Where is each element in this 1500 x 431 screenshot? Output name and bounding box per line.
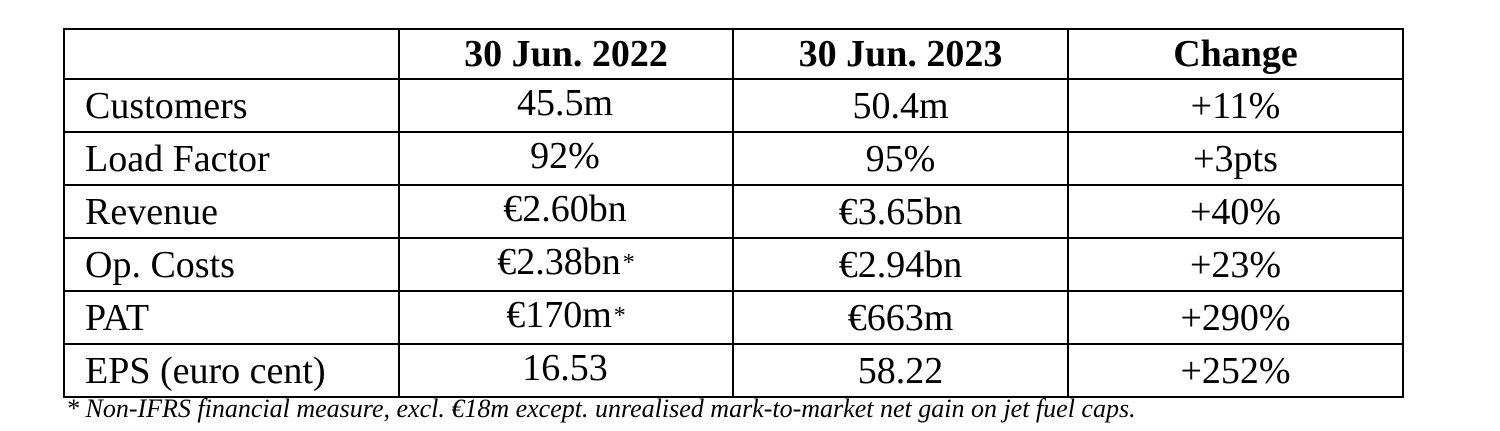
- value-2022: €2.60bn: [503, 188, 627, 230]
- column-header-2022: 30 Jun. 2022: [398, 28, 734, 80]
- value-2023: 58.22: [732, 343, 1069, 398]
- value-2022: 16.53: [522, 347, 608, 389]
- value-2022-cell: 92%: [398, 131, 734, 186]
- table-row: Op. Costs €2.38bn* €2.94bn +23%: [63, 237, 1404, 292]
- change-value: +3pts: [1067, 131, 1404, 186]
- change-value: +40%: [1067, 184, 1404, 239]
- value-2022-cell: €2.60bn: [398, 184, 734, 239]
- value-2023: 95%: [732, 131, 1069, 186]
- metric-label: Revenue: [63, 184, 400, 239]
- footnote-marker: *: [613, 303, 626, 329]
- value-2022: 92%: [530, 135, 600, 177]
- results-table: 30 Jun. 2022 30 Jun. 2023 Change Custome…: [63, 28, 1404, 398]
- metric-label: Op. Costs: [63, 237, 400, 292]
- value-2023: €3.65bn: [732, 184, 1069, 239]
- column-header-2023: 30 Jun. 2023: [732, 28, 1069, 80]
- value-2023: 50.4m: [732, 78, 1069, 133]
- value-2023: €663m: [732, 290, 1069, 345]
- value-2022-cell: €170m*: [398, 290, 734, 345]
- value-2022-cell: 45.5m: [398, 78, 734, 133]
- value-2022: 45.5m: [516, 82, 614, 124]
- change-value: +290%: [1067, 290, 1404, 345]
- table-row: Revenue €2.60bn €3.65bn +40%: [63, 184, 1404, 239]
- value-2022-cell: €2.38bn*: [398, 237, 734, 292]
- footnote: * Non-IFRS financial measure, excl. €18m…: [66, 394, 1136, 423]
- change-value: +11%: [1067, 78, 1404, 133]
- table-header-row: 30 Jun. 2022 30 Jun. 2023 Change: [63, 28, 1404, 80]
- value-2022-cell: 16.53: [398, 343, 734, 398]
- table-row: Customers 45.5m 50.4m +11%: [63, 78, 1404, 133]
- metric-label: EPS (euro cent): [63, 343, 400, 398]
- metric-label: Load Factor: [63, 131, 400, 186]
- column-header-change: Change: [1067, 28, 1404, 80]
- table-row: Load Factor 92% 95% +3pts: [63, 131, 1404, 186]
- value-2022: €2.38bn: [497, 241, 621, 283]
- metric-label: Customers: [63, 78, 400, 133]
- metric-label: PAT: [63, 290, 400, 345]
- column-header-metric: [63, 28, 400, 80]
- change-value: +252%: [1067, 343, 1404, 398]
- footnote-marker: *: [622, 250, 635, 276]
- change-value: +23%: [1067, 237, 1404, 292]
- value-2023: €2.94bn: [732, 237, 1069, 292]
- table-row: PAT €170m* €663m +290%: [63, 290, 1404, 345]
- value-2022: €170m: [506, 294, 612, 336]
- table-row: EPS (euro cent) 16.53 58.22 +252%: [63, 343, 1404, 398]
